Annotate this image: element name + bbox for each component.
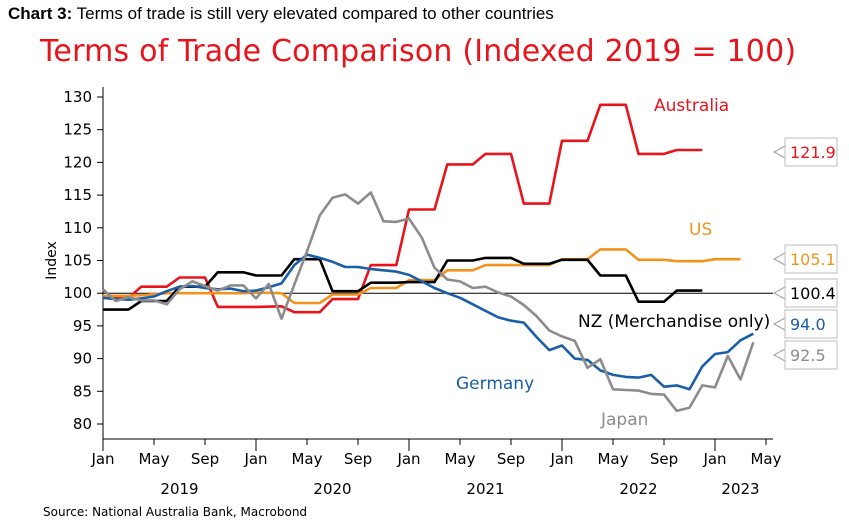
y-tick-label: 100 xyxy=(63,284,92,302)
y-tick-label: 115 xyxy=(63,186,92,204)
y-tick-label: 80 xyxy=(73,415,92,433)
end-value-labels: 121.9 105.1 100.4 94.0 92.5 xyxy=(772,137,838,370)
y-tick-label: 90 xyxy=(73,350,92,368)
end-value-callout: 92.5 xyxy=(772,340,838,370)
callout-box xyxy=(784,278,838,308)
series-line-nz-merchandise-only xyxy=(103,256,703,311)
end-value-callout: 100.4 xyxy=(772,278,838,308)
x-tick-label: Jan xyxy=(549,450,573,468)
end-value-label: 121.9 xyxy=(790,143,836,162)
x-tick-label: Jan xyxy=(396,450,420,468)
chart-subtitle: Terms of trade is still very elevated co… xyxy=(76,4,554,23)
callout-box xyxy=(784,340,838,370)
x-tick-label: Sep xyxy=(650,450,678,468)
callout-box xyxy=(784,309,838,339)
end-value-callout: 121.9 xyxy=(772,137,838,167)
x-tick-label: May xyxy=(291,450,322,468)
y-tick-label: 85 xyxy=(73,382,92,400)
x-tick-label: Sep xyxy=(344,450,372,468)
x-year-label: 2023 xyxy=(721,480,759,498)
y-axis-label: Index xyxy=(44,241,60,280)
series-annotation: NZ (Merchandise only) xyxy=(578,312,770,332)
x-tick-label: Sep xyxy=(497,450,525,468)
end-value-label: 94.0 xyxy=(790,315,826,334)
callout-pointer xyxy=(772,348,786,362)
end-value-callout: 94.0 xyxy=(772,309,838,339)
y-tick-label: 130 xyxy=(63,88,92,106)
y-tick-label: 95 xyxy=(73,317,92,335)
end-value-callout: 105.1 xyxy=(772,244,838,274)
x-tick-label: Jan xyxy=(702,450,726,468)
series-annotation: US xyxy=(689,220,712,240)
x-year-label: 2021 xyxy=(466,480,504,498)
x-tick-label: Jan xyxy=(90,450,114,468)
x-tick-label: May xyxy=(444,450,475,468)
x-tick-label: Sep xyxy=(191,450,219,468)
callout-box xyxy=(784,244,838,274)
y-tick-label: 110 xyxy=(63,219,92,237)
x-tick-label: May xyxy=(750,450,781,468)
callout-box xyxy=(784,137,838,167)
callout-pointer xyxy=(772,317,786,331)
chart-number-label: Chart 3: xyxy=(8,4,73,23)
end-value-label: 100.4 xyxy=(790,284,836,303)
series-annotations: Australia US NZ (Merchandise only) Germany J… xyxy=(456,96,770,430)
callout-pointer xyxy=(772,145,786,159)
end-value-label: 92.5 xyxy=(790,346,826,365)
end-value-label: 105.1 xyxy=(790,250,836,269)
chart-axes: 80 85 90 95 100 105 110 115 120 125 130 Index Jan May… xyxy=(44,87,782,498)
chart-title: Terms of Trade Comparison (Indexed 2019 … xyxy=(40,34,797,69)
x-year-label: 2019 xyxy=(160,480,198,498)
y-tick-label: 125 xyxy=(63,121,92,139)
y-tick-label: 105 xyxy=(63,252,92,270)
series-lines xyxy=(102,103,755,413)
series-annotation: Australia xyxy=(654,96,729,116)
x-year-label: 2020 xyxy=(313,480,351,498)
callout-pointer xyxy=(772,252,786,266)
x-tick-label: Jan xyxy=(243,450,267,468)
series-line-japan xyxy=(102,191,755,413)
series-annotation: Japan xyxy=(600,410,648,430)
chart-heading: Chart 3: Terms of trade is still very el… xyxy=(8,4,554,24)
source-note: Source: National Australia Bank, Macrobo… xyxy=(43,505,308,519)
y-tick-label: 120 xyxy=(63,153,92,171)
x-tick-label: May xyxy=(597,450,628,468)
callout-pointer xyxy=(772,286,786,300)
x-year-label: 2022 xyxy=(619,480,657,498)
series-annotation: Germany xyxy=(456,374,534,394)
x-tick-label: May xyxy=(138,450,169,468)
